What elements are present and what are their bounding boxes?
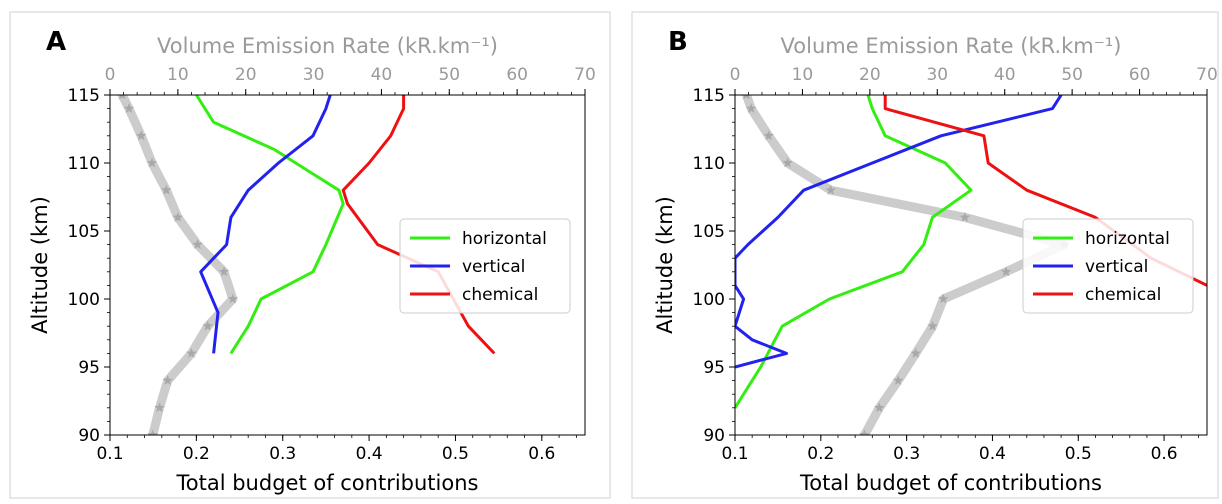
legend-label-vertical: vertical — [462, 257, 525, 277]
top-tick-label: 30 — [303, 65, 325, 85]
y-tick-label: 95 — [703, 358, 725, 378]
y-tick-label: 100 — [693, 290, 725, 310]
legend-box — [399, 218, 571, 314]
legend-box — [1022, 218, 1194, 314]
horizontal-line — [195, 95, 345, 355]
y-tick-label: 110 — [693, 154, 725, 174]
top-tick-label: 60 — [1129, 65, 1151, 85]
vertical-line — [735, 95, 1063, 369]
top-axis-title: Volume Emission Rate (kR.km⁻¹) — [157, 34, 498, 58]
profile-point — [192, 239, 203, 249]
profile-point — [227, 293, 239, 304]
profile-point — [763, 130, 774, 141]
top-tick-label: 70 — [1196, 65, 1218, 85]
profile-point — [136, 130, 147, 141]
profile-point — [892, 375, 904, 385]
profile-point — [874, 402, 885, 413]
y-tick-label: 115 — [68, 86, 100, 106]
top-tick-label: 60 — [506, 65, 528, 85]
x-tick-label: 0.4 — [356, 444, 383, 464]
profile-point — [161, 184, 172, 195]
profile-point — [123, 103, 135, 113]
x-tick-label: 0.3 — [269, 444, 296, 464]
vertical-line — [199, 95, 332, 354]
x-tick-label: 0.3 — [893, 444, 920, 464]
legend-label-chemical: chemical — [462, 285, 538, 305]
top-tick-label: 70 — [574, 65, 596, 85]
plot-frame — [734, 94, 1208, 436]
top-tick-label: 0 — [105, 65, 116, 85]
top-tick-label: 40 — [371, 65, 393, 85]
x-tick-label: 0.5 — [1065, 444, 1092, 464]
legend: horizontal vertical chemical — [399, 218, 571, 314]
profile-point — [825, 184, 836, 195]
panel-letter: B — [668, 27, 688, 57]
top-axis-title: Volume Emission Rate (kR.km⁻¹) — [781, 34, 1122, 58]
x-tick-label: 0.1 — [721, 444, 748, 464]
legend-label-horizontal: horizontal — [1085, 229, 1170, 249]
top-tick-label: 10 — [167, 65, 189, 85]
profile-point — [162, 375, 173, 385]
profile-point — [746, 103, 757, 113]
profile-point — [146, 157, 158, 168]
profile-point — [782, 157, 793, 168]
profile-point — [743, 95, 750, 100]
legend-label-vertical: vertical — [1085, 257, 1148, 277]
y-tick-label: 100 — [68, 290, 100, 310]
legend-label-chemical: chemical — [1085, 285, 1161, 305]
y-axis-title: Altitude (km) — [28, 196, 52, 334]
profile-point — [186, 347, 197, 358]
horizontal-line — [735, 95, 973, 409]
top-tick-label: 20 — [859, 65, 881, 85]
y-tick-label: 90 — [78, 426, 100, 446]
x-tick-label: 0.6 — [528, 444, 555, 464]
profile-point — [202, 320, 213, 331]
y-axis-title: Altitude (km) — [653, 196, 677, 334]
x-tick-label: 0.2 — [807, 444, 834, 464]
profile-point — [959, 211, 971, 222]
legend: horizontal vertical chemical — [1022, 218, 1194, 314]
top-tick-label: 50 — [438, 65, 460, 85]
top-tick-label: 20 — [235, 65, 257, 85]
y-tick-label: 90 — [703, 426, 725, 446]
profile-point — [910, 347, 921, 358]
profile-point — [1000, 266, 1012, 277]
x-tick-label: 0.6 — [1151, 444, 1178, 464]
x-tick-label: 0.2 — [183, 444, 210, 464]
top-tick-label: 50 — [1061, 65, 1083, 85]
profile-point — [938, 293, 949, 304]
top-tick-label: 10 — [792, 65, 814, 85]
x-axis-title: Total budget of contributions — [176, 471, 479, 495]
y-tick-label: 105 — [68, 222, 100, 242]
y-tick-label: 95 — [78, 358, 100, 378]
profile-point — [859, 429, 870, 435]
emission-profile-line — [117, 95, 238, 435]
series-group — [117, 95, 496, 435]
top-tick-label: 0 — [730, 65, 741, 85]
profile-point — [119, 95, 126, 100]
x-tick-label: 0.5 — [442, 444, 469, 464]
x-tick-label: 0.4 — [979, 444, 1006, 464]
plot-frame — [109, 94, 586, 436]
y-tick-label: 110 — [68, 154, 100, 174]
x-axis-title: Total budget of contributions — [799, 471, 1102, 495]
top-tick-label: 30 — [926, 65, 948, 85]
profile-point — [927, 320, 938, 331]
panel-letter: A — [46, 27, 66, 57]
y-tick-label: 105 — [693, 222, 725, 242]
top-tick-label: 40 — [994, 65, 1016, 85]
profile-point — [218, 266, 230, 277]
profile-point — [154, 402, 165, 413]
legend-label-horizontal: horizontal — [462, 229, 547, 249]
x-tick-label: 0.1 — [96, 444, 123, 464]
profile-point — [172, 211, 184, 222]
y-tick-label: 115 — [693, 86, 725, 106]
profile-point — [147, 429, 158, 435]
